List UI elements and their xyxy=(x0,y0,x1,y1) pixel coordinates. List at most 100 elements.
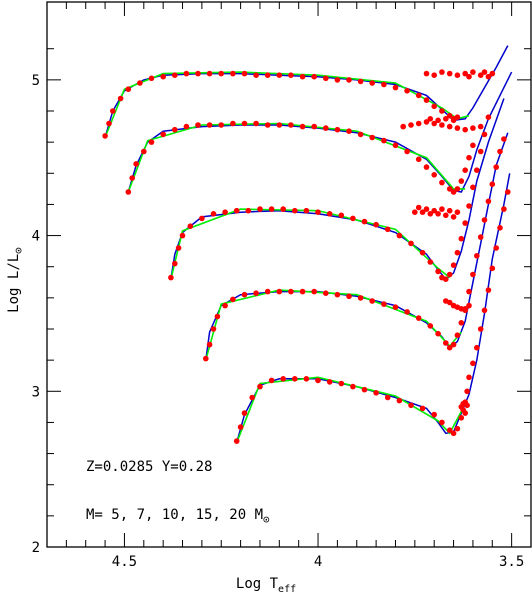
red-point xyxy=(439,108,445,114)
red-point xyxy=(253,120,259,127)
red-cluster-point xyxy=(415,120,422,127)
red-point xyxy=(462,167,469,173)
red-point xyxy=(195,70,201,77)
red-point xyxy=(415,315,422,321)
red-point xyxy=(338,212,345,219)
red-point xyxy=(206,341,213,348)
red-point xyxy=(466,288,472,295)
red-cluster-point xyxy=(454,209,461,215)
red-cluster-point xyxy=(431,120,438,127)
red-point xyxy=(384,394,391,401)
red-point xyxy=(222,209,228,215)
red-cluster-point xyxy=(462,399,469,406)
red-point xyxy=(392,84,399,91)
red-point xyxy=(133,161,139,167)
red-point xyxy=(443,340,449,346)
red-point xyxy=(334,291,341,298)
red-point xyxy=(474,167,480,173)
red-point xyxy=(493,245,500,251)
red-cluster-point xyxy=(462,410,469,416)
red-point xyxy=(249,394,255,401)
red-point xyxy=(230,120,236,127)
red-point xyxy=(489,181,496,187)
red-point xyxy=(357,131,364,138)
red-point xyxy=(172,126,178,133)
red-point xyxy=(323,290,329,297)
red-point xyxy=(195,122,201,128)
red-point xyxy=(346,128,352,134)
red-point xyxy=(172,72,178,78)
red-point xyxy=(477,326,484,332)
red-point xyxy=(489,265,496,272)
mass-annotation: M= 5, 7, 10, 15, 20 M⊙ xyxy=(86,507,270,526)
red-cluster-point xyxy=(431,207,438,214)
y-tick-label: 3 xyxy=(32,384,40,400)
green-tracks xyxy=(104,71,470,443)
red-point xyxy=(497,225,503,231)
red-point xyxy=(311,123,318,130)
red-point xyxy=(369,80,376,86)
red-point xyxy=(454,186,461,192)
red-point xyxy=(323,125,329,131)
red-point xyxy=(148,75,155,82)
red-point xyxy=(466,203,472,209)
red-point xyxy=(431,103,438,110)
red-point xyxy=(381,137,387,144)
red-point xyxy=(346,77,352,83)
red-point xyxy=(439,179,445,186)
red-point xyxy=(210,326,217,332)
x-tick-label: 4.5 xyxy=(112,554,137,570)
y-tick-label: 5 xyxy=(32,73,40,89)
red-cluster-point xyxy=(423,119,430,125)
red-point xyxy=(187,223,194,229)
red-point xyxy=(241,70,248,77)
red-cluster-point xyxy=(439,69,445,75)
red-point xyxy=(454,249,461,256)
red-point xyxy=(346,293,352,300)
red-point xyxy=(474,344,480,351)
red-point xyxy=(446,271,453,278)
red-point xyxy=(326,211,333,217)
red-point xyxy=(102,133,108,139)
red-cluster-point xyxy=(462,70,469,77)
tick-labels: 4.5 4 3.5 2 3 4 5 xyxy=(32,73,525,570)
red-point xyxy=(485,114,492,120)
red-point xyxy=(477,148,484,155)
green-track-15 xyxy=(127,122,466,193)
green-track-5 xyxy=(235,376,463,443)
red-cluster-point xyxy=(439,206,445,212)
red-point xyxy=(241,120,248,127)
red-point xyxy=(423,164,430,170)
red-point xyxy=(168,274,174,281)
red-point xyxy=(439,419,445,426)
red-point xyxy=(497,148,503,155)
red-point xyxy=(427,323,434,329)
red-point xyxy=(404,88,410,94)
red-point xyxy=(415,156,422,163)
red-dots xyxy=(102,69,511,444)
red-point xyxy=(466,374,472,381)
red-point xyxy=(253,290,259,297)
red-point xyxy=(141,148,147,155)
red-point xyxy=(183,70,190,77)
red-point xyxy=(427,259,434,265)
red-point xyxy=(237,424,244,430)
red-point xyxy=(396,397,403,404)
red-point xyxy=(415,92,422,99)
red-point xyxy=(454,425,461,432)
green-track-10 xyxy=(170,208,451,280)
red-point xyxy=(458,320,465,326)
red-cluster-point xyxy=(446,207,453,214)
red-cluster-point xyxy=(427,116,434,122)
red-point xyxy=(233,438,240,444)
red-cluster-point xyxy=(439,122,445,128)
red-point xyxy=(276,122,283,128)
red-point xyxy=(462,220,469,226)
red-cluster-point xyxy=(477,123,484,130)
red-cluster-point xyxy=(427,211,434,217)
red-point xyxy=(369,134,376,141)
red-cluster-point xyxy=(400,123,407,130)
red-point xyxy=(369,298,376,304)
red-point xyxy=(172,260,178,267)
